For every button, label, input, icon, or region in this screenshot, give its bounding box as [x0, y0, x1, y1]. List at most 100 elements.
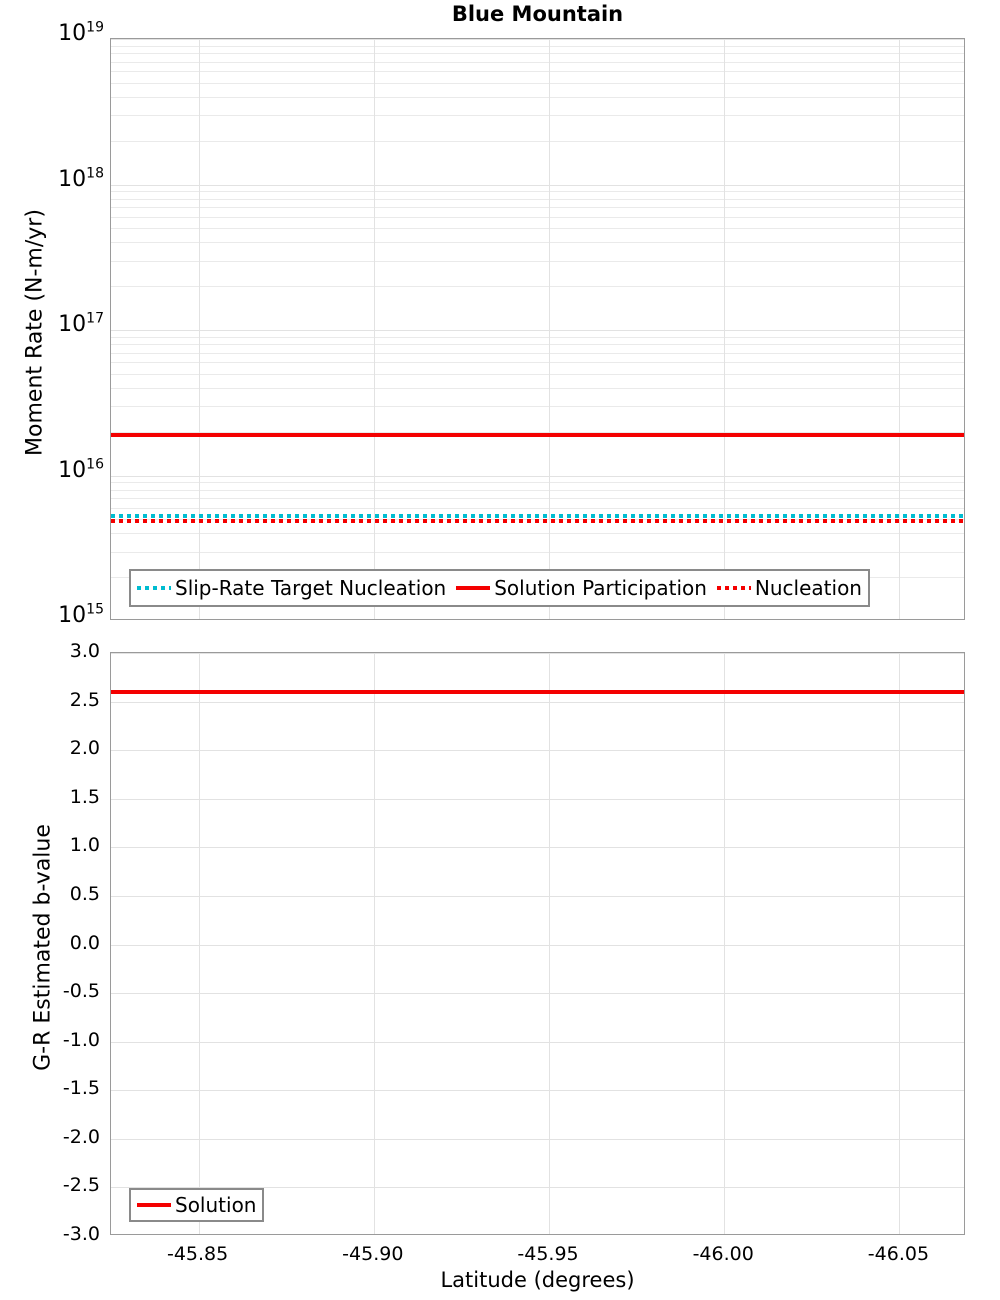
legend-line-icon-solution [137, 1203, 171, 1207]
y-tick-label-bottom: -1.5 [62, 1077, 100, 1100]
legend-label-nucleation: Nucleation [754, 576, 862, 600]
moment-rate-plot[interactable]: Slip-Rate Target Nucleation Solution Par… [110, 38, 965, 620]
series-nucleation [111, 519, 964, 524]
gridline-horizontal [111, 217, 964, 218]
x-tick-label: -45.95 [517, 1243, 579, 1265]
gridline-horizontal [111, 388, 964, 389]
legend-line-icon-nucleation [716, 586, 751, 590]
series-solution [111, 689, 964, 694]
gridline-horizontal [111, 847, 964, 848]
gridline-horizontal [111, 490, 964, 491]
y-tick-label-bottom: 2.0 [69, 737, 100, 760]
gridline-horizontal [111, 533, 964, 534]
gridline-horizontal [111, 353, 964, 354]
x-axis-label: Latitude (degrees) [440, 1268, 635, 1292]
gridline-horizontal [111, 141, 964, 142]
gridline-vertical [374, 653, 375, 1234]
gridline-horizontal [111, 896, 964, 897]
gridline-horizontal [111, 552, 964, 553]
gridline-horizontal [111, 482, 964, 483]
x-tick-label: -45.85 [166, 1243, 229, 1265]
gridline-horizontal [111, 750, 964, 751]
legend-entry-slip-rate-target-nucleation[interactable]: Slip-Rate Target Nucleation [137, 576, 456, 600]
gridline-horizontal [111, 1187, 964, 1188]
gridline-horizontal [111, 1139, 964, 1140]
gridline-horizontal [111, 46, 964, 47]
y-tick-label-bottom: 0.0 [69, 931, 100, 954]
gridline-horizontal [111, 799, 964, 800]
gridline-horizontal [111, 62, 964, 63]
b-value-plot[interactable]: Solution [110, 652, 965, 1235]
y-tick-label-bottom: 1.5 [69, 785, 100, 808]
gridline-horizontal [111, 653, 964, 654]
legend-bottom[interactable]: Solution [129, 1188, 265, 1222]
gridline-horizontal [111, 330, 964, 331]
gridline-vertical [899, 653, 900, 1234]
gridline-vertical [549, 653, 550, 1234]
y-tick-label-bottom: -0.5 [62, 980, 100, 1003]
series-slip-rate-target-nucleation [111, 514, 964, 519]
y-tick-label-bottom: -1.0 [62, 1028, 100, 1051]
y-tick-label-top: 1018 [58, 165, 104, 192]
gridline-vertical [899, 39, 900, 619]
legend-entry-solution-participation[interactable]: Solution Participation [456, 576, 717, 600]
gridline-vertical [374, 39, 375, 619]
gridline-horizontal [111, 53, 964, 54]
y-tick-label-bottom: 0.5 [69, 882, 100, 905]
y-tick-label-bottom: 2.5 [69, 688, 100, 711]
gridline-horizontal [111, 185, 964, 186]
y-tick-label-bottom: -2.0 [62, 1125, 100, 1148]
gridline-horizontal [111, 476, 964, 477]
gridline-horizontal [111, 228, 964, 229]
gridline-horizontal [111, 508, 964, 509]
gridline-vertical [724, 39, 725, 619]
gridline-vertical [549, 39, 550, 619]
y-tick-label-bottom: -3.0 [62, 1223, 100, 1245]
gridline-horizontal [111, 362, 964, 363]
legend-top[interactable]: Slip-Rate Target Nucleation Solution Par… [129, 569, 870, 607]
gridline-horizontal [111, 97, 964, 98]
gridline-horizontal [111, 702, 964, 703]
gridline-horizontal [111, 432, 964, 433]
y-axis-label-bottom: G-R Estimated b-value [30, 824, 56, 1071]
gridline-horizontal [111, 344, 964, 345]
legend-entry-solution[interactable]: Solution [137, 1193, 256, 1217]
x-tick-label: -45.90 [342, 1243, 404, 1265]
y-tick-label-bottom: -2.5 [62, 1174, 100, 1197]
data-top [111, 39, 964, 619]
gridline-horizontal [111, 191, 964, 192]
legend-line-icon-solution-participation [456, 586, 491, 590]
legend-entry-nucleation[interactable]: Nucleation [716, 576, 862, 600]
x-tick-label: -46.05 [867, 1243, 930, 1265]
gridline-horizontal [111, 115, 964, 116]
gridline-horizontal [111, 374, 964, 375]
gridline-vertical [724, 653, 725, 1234]
gridline-horizontal [111, 406, 964, 407]
data-bottom [111, 653, 964, 1234]
gridline-horizontal [111, 286, 964, 287]
gridline-horizontal [111, 945, 964, 946]
y-tick-label-top: 1019 [58, 19, 104, 46]
legend-line-icon-slip-rate [137, 586, 171, 590]
gridline-horizontal [111, 337, 964, 338]
gridline-horizontal [111, 207, 964, 208]
y-tick-label-top: 1015 [58, 601, 104, 628]
gridline-vertical [199, 39, 200, 619]
gridline-horizontal [111, 1090, 964, 1091]
gridline-horizontal [111, 498, 964, 499]
gridline-vertical [199, 653, 200, 1234]
legend-label-slip-rate: Slip-Rate Target Nucleation [175, 576, 447, 600]
gridline-horizontal [111, 261, 964, 262]
gridline-horizontal [111, 993, 964, 994]
gridline-horizontal [111, 242, 964, 243]
gridline-horizontal [111, 71, 964, 72]
page-title: Blue Mountain [451, 2, 624, 26]
x-tick-label: -46.00 [692, 1243, 754, 1265]
legend-label-solution-participation: Solution Participation [494, 576, 707, 600]
y-tick-label-bottom: 1.0 [69, 834, 100, 857]
gridline-horizontal [111, 1042, 964, 1043]
gridline-horizontal [111, 39, 964, 40]
grid-top [111, 39, 964, 619]
y-axis-label-top: Moment Rate (N-m/yr) [22, 209, 48, 456]
